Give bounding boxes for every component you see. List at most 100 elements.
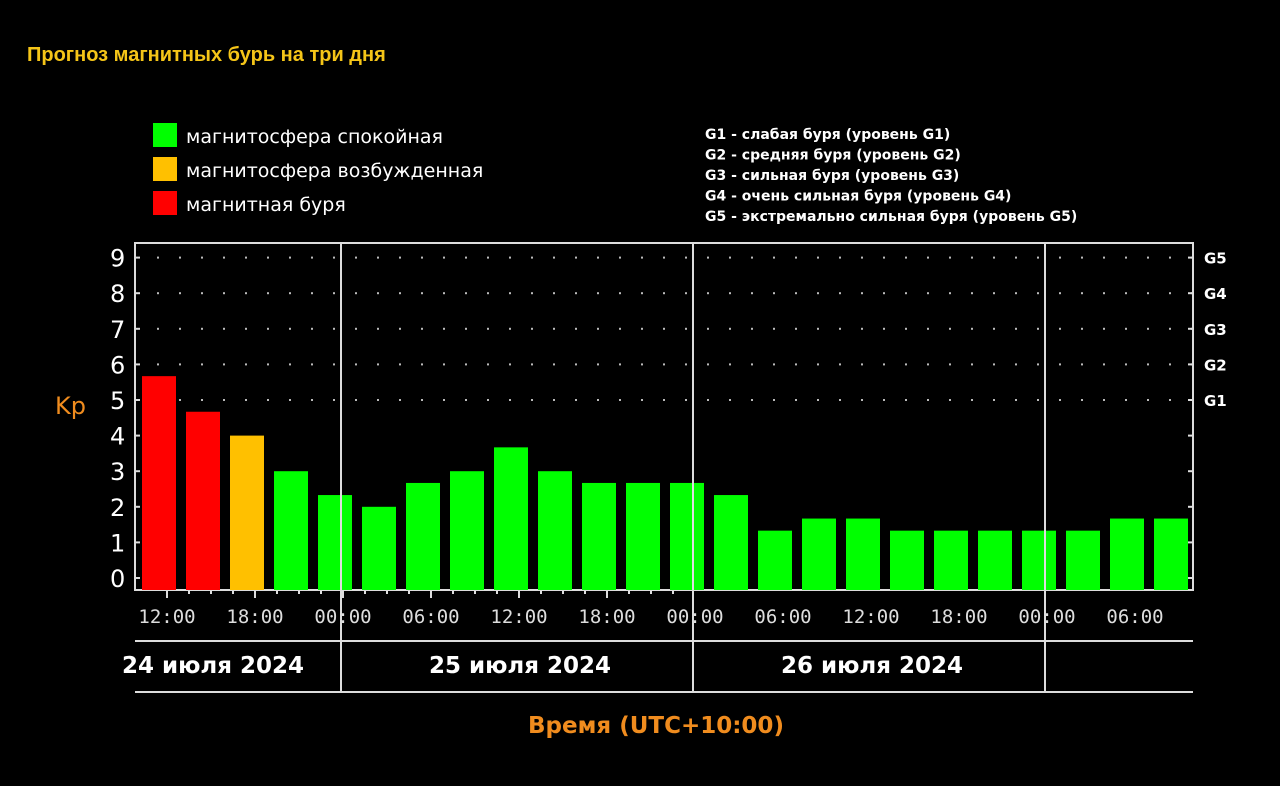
- date-label: 26 июля 2024: [781, 653, 963, 679]
- grid-dot: [685, 363, 687, 366]
- grid-dot: [355, 327, 357, 330]
- date-label: 25 июля 2024: [429, 653, 611, 679]
- g-level-legend: G4 - очень сильная буря (уровень G4): [705, 189, 1011, 205]
- grid-dot: [971, 399, 973, 401]
- grid-dot: [773, 363, 775, 366]
- grid-dot: [707, 399, 709, 401]
- grid-dot: [1037, 256, 1039, 259]
- grid-dot: [157, 256, 159, 259]
- grid-dot: [399, 399, 401, 401]
- grid-dot: [993, 363, 995, 366]
- grid-dot: [1125, 292, 1127, 295]
- legend-label: магнитосфера спокойная: [186, 126, 443, 148]
- grid-dot: [245, 327, 247, 330]
- y-tick-label: 9: [110, 245, 125, 273]
- grid-dot: [641, 256, 643, 259]
- grid-dot: [1015, 363, 1017, 366]
- grid-dot: [993, 256, 995, 259]
- grid-dot: [971, 292, 973, 295]
- grid-dot: [707, 327, 709, 330]
- grid-dot: [1015, 256, 1017, 259]
- grid-dot: [1169, 363, 1171, 366]
- grid-dot: [1169, 399, 1171, 401]
- grid-dot: [619, 399, 621, 401]
- grid-dot: [267, 399, 269, 401]
- grid-dot: [839, 363, 841, 366]
- grid-dot: [311, 256, 313, 259]
- grid-dot: [509, 363, 511, 366]
- grid-dot: [575, 363, 577, 366]
- grid-dot: [707, 256, 709, 259]
- y-tick-label: 1: [110, 529, 125, 557]
- grid-dot: [531, 292, 533, 295]
- grid-dot: [421, 292, 423, 295]
- grid-dot: [1103, 292, 1105, 295]
- grid-dot: [333, 363, 335, 366]
- grid-dot: [1103, 256, 1105, 259]
- y-tick-label: 7: [110, 316, 125, 344]
- grid-dot: [1147, 256, 1149, 259]
- grid-dot: [971, 363, 973, 366]
- grid-dot: [443, 363, 445, 366]
- y-tick-label: 4: [110, 423, 125, 451]
- x-tick-label: 12:00: [490, 606, 547, 628]
- y-tick-label: 2: [110, 494, 125, 522]
- grid-dot: [839, 399, 841, 401]
- grid-dot: [773, 327, 775, 330]
- grid-dot: [443, 399, 445, 401]
- kp-bar: [538, 471, 572, 590]
- grid-dot: [1147, 292, 1149, 295]
- grid-dot: [1103, 363, 1105, 366]
- grid-dot: [993, 399, 995, 401]
- grid-dot: [641, 363, 643, 366]
- grid-dot: [355, 363, 357, 366]
- grid-dot: [289, 399, 291, 401]
- grid-dot: [927, 256, 929, 259]
- grid-dot: [1081, 399, 1083, 401]
- grid-dot: [465, 327, 467, 330]
- kp-bar: [890, 530, 924, 590]
- kp-bar: [1022, 530, 1056, 590]
- grid-dot: [751, 363, 753, 366]
- grid-dot: [685, 256, 687, 259]
- y-tick-label: 0: [110, 565, 125, 593]
- grid-dot: [465, 363, 467, 366]
- grid-dot: [1125, 327, 1127, 330]
- grid-dot: [1015, 292, 1017, 295]
- x-tick-label: 18:00: [930, 606, 987, 628]
- grid-dot: [817, 256, 819, 259]
- grid-dot: [993, 292, 995, 295]
- grid-dot: [839, 292, 841, 295]
- grid-dot: [795, 256, 797, 259]
- grid-dot: [487, 327, 489, 330]
- grid-dot: [487, 363, 489, 366]
- grid-dot: [399, 292, 401, 295]
- grid-dot: [179, 363, 181, 366]
- grid-dot: [949, 256, 951, 259]
- grid-dot: [685, 292, 687, 295]
- grid-dot: [619, 363, 621, 366]
- y-tick-label: 5: [110, 387, 125, 415]
- kp-bar: [186, 411, 220, 590]
- grid-dot: [927, 399, 929, 401]
- grid-dot: [1103, 327, 1105, 330]
- grid-dot: [949, 292, 951, 295]
- kp-bar: [274, 471, 308, 590]
- grid-dot: [179, 327, 181, 330]
- grid-dot: [157, 327, 159, 330]
- y-tick-label: 8: [110, 280, 125, 308]
- legend-swatch-calm: [153, 123, 177, 147]
- kp-bar: [318, 495, 352, 590]
- grid-dot: [311, 292, 313, 295]
- grid-dot: [289, 363, 291, 366]
- grid-dot: [333, 399, 335, 401]
- grid-dot: [179, 256, 181, 259]
- grid-dot: [553, 327, 555, 330]
- grid-dot: [905, 256, 907, 259]
- kp-bar: [934, 530, 968, 590]
- g-level-legend: G5 - экстремально сильная буря (уровень …: [705, 209, 1077, 225]
- grid-dot: [1081, 327, 1083, 330]
- y-tick-label: 6: [110, 351, 125, 379]
- grid-dot: [1037, 327, 1039, 330]
- grid-dot: [905, 363, 907, 366]
